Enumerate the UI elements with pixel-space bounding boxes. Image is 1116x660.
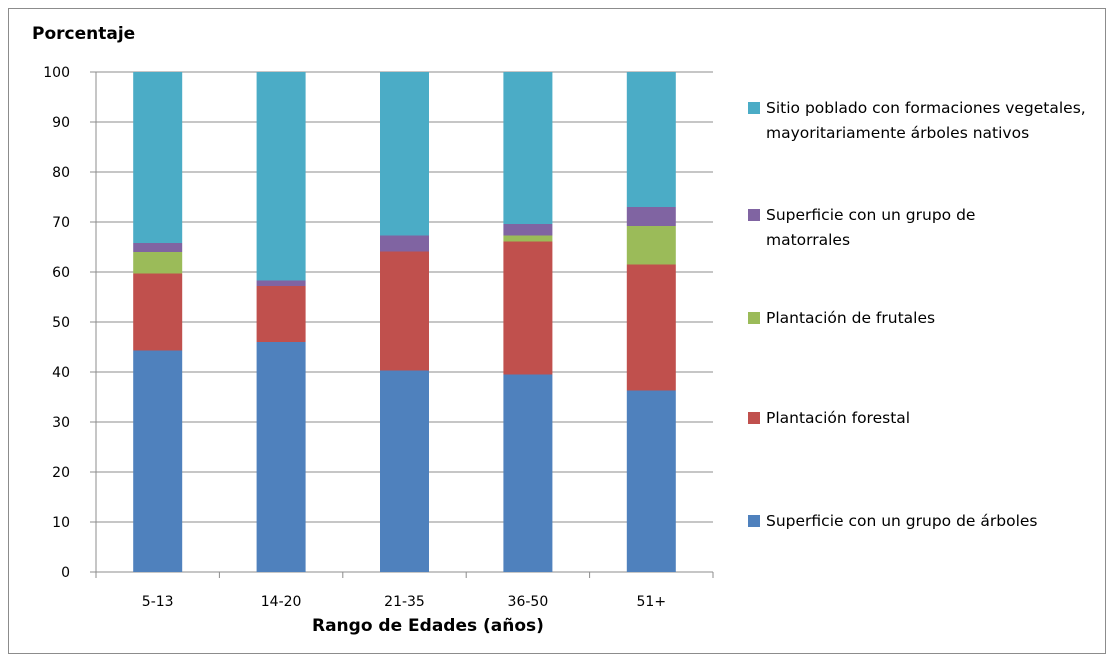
legend-label: Plantación de frutales [766, 309, 936, 327]
legend-label: Superficie con un grupo de árboles [766, 512, 1038, 530]
y-tick-label: 30 [52, 415, 70, 431]
bar-segment [133, 273, 183, 351]
bar-segment [503, 72, 553, 224]
bar-segment [133, 350, 183, 572]
bar-segment [626, 72, 676, 207]
legend-swatch [748, 102, 760, 114]
x-axis-title-text: Rango de Edades (años) [312, 616, 544, 636]
bar-segment [626, 207, 676, 226]
bar-segment [503, 241, 553, 375]
bar-segment [626, 226, 676, 265]
bar-segment [256, 342, 306, 572]
bar-segment [256, 280, 306, 286]
bar-segment [503, 224, 553, 236]
bar-segment [133, 72, 183, 243]
bar-segment [256, 72, 306, 281]
bar-segment [380, 370, 429, 572]
y-tick-label: 80 [52, 165, 70, 181]
y-tick-label: 0 [61, 565, 70, 581]
legend-swatch [748, 412, 760, 424]
legend-swatch [748, 209, 760, 221]
y-tick-label: 20 [52, 465, 70, 481]
x-tick-label: 21-35 [384, 594, 425, 610]
x-tick-label: 14-20 [261, 594, 302, 610]
bar-segment [380, 72, 429, 236]
y-tick-label: 50 [52, 315, 70, 331]
y-axis-title: Porcentaje [32, 24, 136, 44]
legend-item-arboles: Superficie con un grupo de árboles [748, 509, 1106, 534]
legend-item-arboles-nativos: Sitio poblado con formaciones vegetales,… [748, 96, 1106, 146]
bar-segment [380, 251, 429, 371]
bar-segment [380, 235, 429, 252]
x-tick-label: 51+ [637, 594, 667, 610]
bar-segment [133, 252, 183, 274]
y-tick-label: 60 [52, 265, 70, 281]
legend-swatch [748, 515, 760, 527]
legend-label: Sitio poblado con formaciones vegetales,… [766, 99, 1086, 142]
legend-label: Superficie con un grupo de matorrales [766, 206, 976, 249]
y-tick-label: 100 [43, 65, 70, 81]
y-tick-label: 10 [52, 515, 70, 531]
y-tick-label: 40 [52, 365, 70, 381]
y-tick-label: 90 [52, 115, 70, 131]
bar-segment [626, 390, 676, 572]
legend-swatch [748, 312, 760, 324]
legend-label: Plantación forestal [766, 409, 911, 427]
legend-item-frutales: Plantación de frutales [748, 306, 1106, 331]
chart-frame [8, 8, 1106, 654]
bar-segment [626, 264, 676, 391]
bar-segment [256, 286, 306, 342]
x-tick-label: 36-50 [508, 594, 549, 610]
x-tick-label: 5-13 [142, 594, 174, 610]
legend-item-forestal: Plantación forestal [748, 406, 1106, 431]
legend-item-matorrales: Superficie con un grupo de matorrales [748, 203, 1026, 253]
bar-segment [503, 374, 553, 572]
bar-segment [503, 235, 553, 242]
bar-segment [133, 243, 183, 252]
y-tick-label: 70 [52, 215, 70, 231]
